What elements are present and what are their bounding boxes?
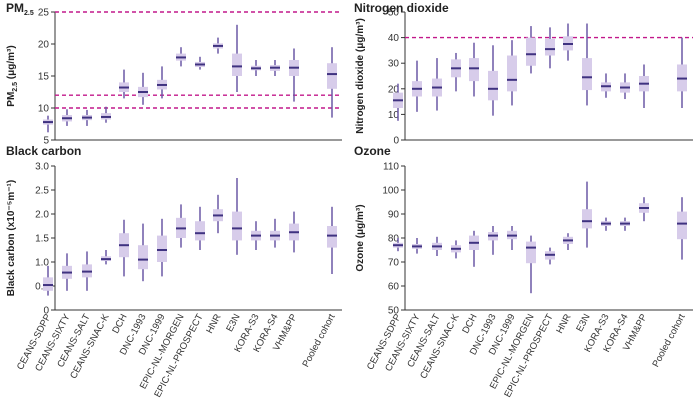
- y-tick-label: 10: [38, 104, 50, 115]
- chart-panel-2: Nitrogen dioxide 0 10 20 30 40 50 Nitrogen diox…: [354, 1, 693, 147]
- box-iqr: [138, 245, 148, 270]
- box-iqr: [232, 53, 242, 76]
- y-tick-label: 40: [388, 33, 400, 44]
- box-iqr: [488, 70, 498, 101]
- x-category-label: DCH: [460, 312, 479, 335]
- box-iqr: [677, 211, 687, 240]
- y-tick-label: 2.5: [35, 186, 49, 197]
- y-tick-label: 60: [388, 282, 400, 293]
- x-category-label: Pooled cohort: [650, 312, 687, 369]
- y-tick-label: 30: [388, 59, 400, 70]
- box-iqr: [526, 37, 536, 66]
- y-tick-label: 10: [388, 110, 400, 121]
- x-category-label: Pooled cohort: [300, 312, 337, 369]
- y-tick-label: 20: [38, 40, 50, 51]
- y-axis-label: Nitrogen dioxide (μg/m³): [355, 18, 366, 134]
- panel-title: Black carbon: [6, 144, 81, 158]
- box-iqr: [526, 241, 536, 264]
- y-tick-label: 0: [393, 136, 399, 147]
- box-iqr: [582, 209, 592, 229]
- y-axis-label: Black carbon (x10⁻⁵m⁻¹): [6, 180, 17, 296]
- x-category-label: HNR: [204, 312, 223, 335]
- y-tick-label: 3.0: [35, 162, 49, 173]
- y-axis-label: PM2.5 (μg/m³): [6, 45, 19, 106]
- y-tick-label: 50: [388, 8, 400, 19]
- box-iqr: [327, 63, 337, 89]
- y-axis-label: Ozone (μg/m³): [355, 204, 366, 271]
- y-tick-label: 1.0: [35, 258, 49, 269]
- y-tick-label: 2.0: [35, 210, 49, 221]
- y-tick-label: 110: [383, 162, 399, 173]
- y-tick-label: 5: [43, 136, 49, 147]
- chart-panel-3: Black carbon 0 0.5 1.0 1.5 2.0 2.5 3.0 Black car…: [6, 144, 342, 399]
- x-category-label: E3N: [224, 312, 242, 334]
- x-category-label: HNR: [554, 312, 573, 335]
- box-iqr: [507, 55, 517, 92]
- y-tick-label: 90: [388, 210, 400, 221]
- box-iqr: [232, 211, 242, 241]
- y-tick-label: 15: [38, 72, 50, 83]
- box-iqr: [327, 226, 337, 248]
- x-category-label: E3N: [574, 312, 592, 334]
- y-tick-label: 100: [382, 186, 399, 197]
- y-tick-label: 80: [388, 234, 400, 245]
- y-tick-label: 20: [388, 84, 400, 95]
- box-iqr: [545, 38, 555, 56]
- box-iqr: [195, 221, 205, 241]
- box-iqr: [582, 58, 592, 91]
- panel-title: Nitrogen dioxide: [354, 1, 449, 15]
- panel-title: Ozone: [354, 144, 391, 158]
- y-tick-label: 25: [38, 8, 50, 19]
- panel-title: PM2.5: [6, 1, 34, 17]
- y-tick-label: 50: [388, 306, 400, 317]
- y-tick-label: 1.5: [35, 234, 49, 245]
- y-tick-label: 0: [43, 306, 49, 317]
- x-category-label: DCH: [110, 312, 129, 335]
- y-tick-label: 0.5: [35, 282, 49, 293]
- chart-panel-1: PM2.5 5 10 15 20 25 PM2.5 (μg/m³): [6, 1, 342, 147]
- box-iqr: [157, 235, 167, 262]
- y-tick-label: 70: [388, 258, 400, 269]
- box-iqr: [469, 58, 479, 82]
